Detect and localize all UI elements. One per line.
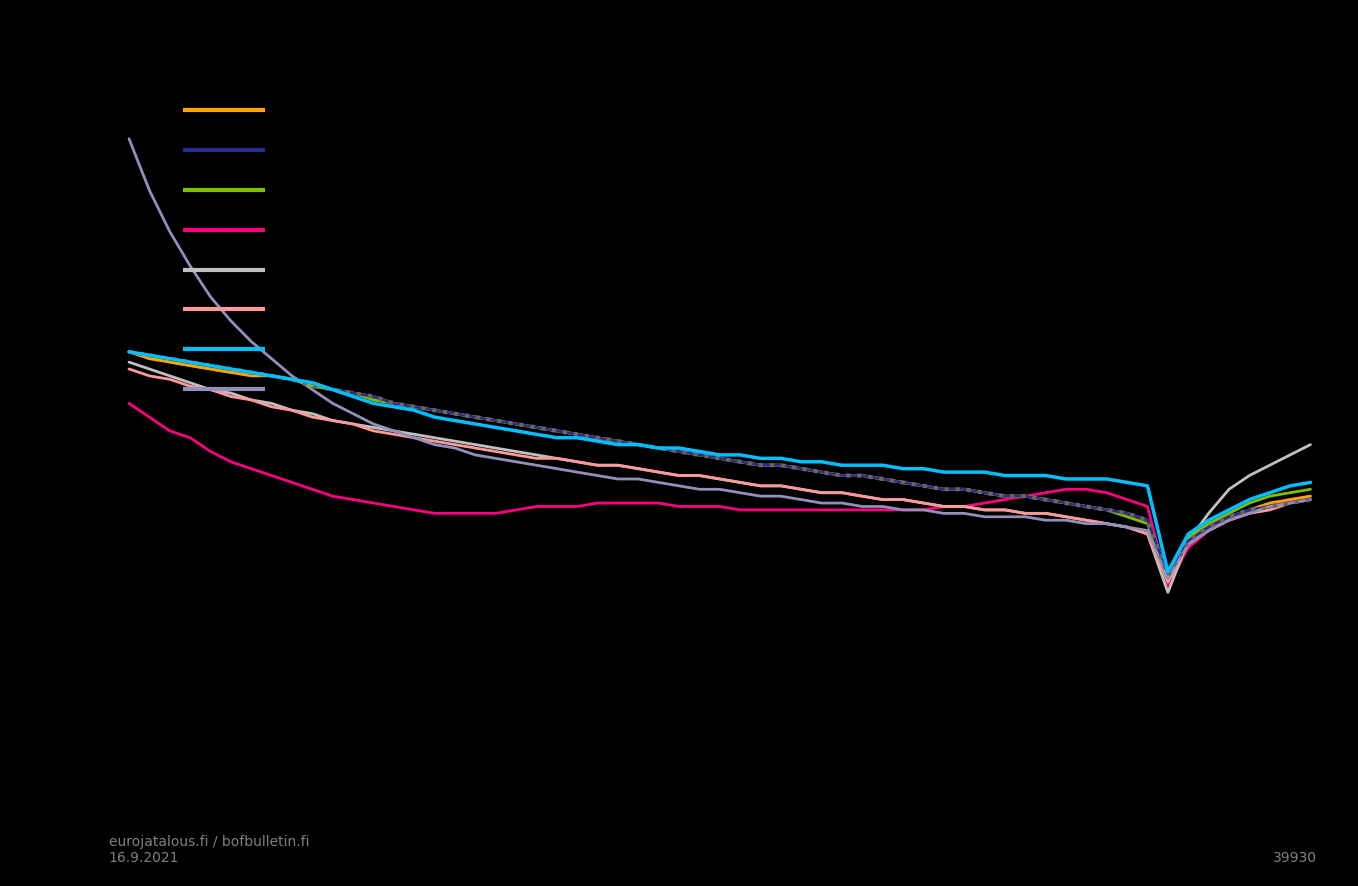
Text: 39930: 39930 [1274, 850, 1317, 864]
Text: eurojatalous.fi / bofbulletin.fi
16.9.2021: eurojatalous.fi / bofbulletin.fi 16.9.20… [109, 834, 310, 864]
